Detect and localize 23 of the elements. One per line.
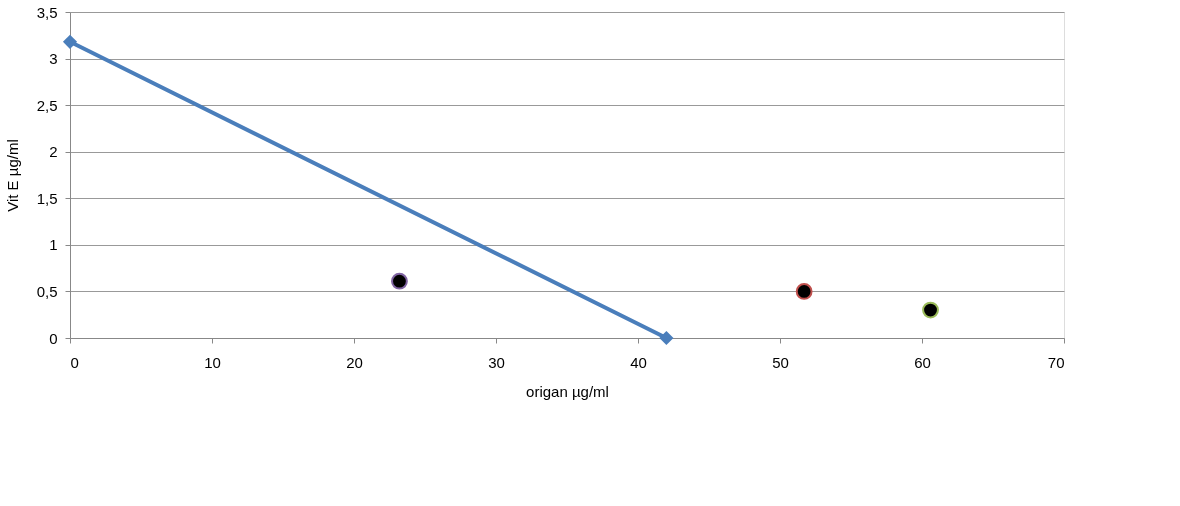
x-tick-label: 70 bbox=[1047, 353, 1065, 371]
y-tick-label: 0,5 bbox=[36, 282, 58, 300]
point bbox=[391, 272, 408, 290]
y-tick-label: 1,5 bbox=[36, 189, 58, 207]
y-tick-label: 3 bbox=[49, 50, 58, 68]
point bbox=[62, 34, 78, 49]
point bbox=[795, 283, 813, 300]
y-tick-label: 2 bbox=[49, 143, 58, 161]
x-tick-label: 30 bbox=[488, 353, 505, 371]
point bbox=[922, 301, 939, 319]
y-tick-label: 2,5 bbox=[36, 96, 58, 114]
point bbox=[659, 330, 674, 346]
x-axis-title: origan µg/ml bbox=[526, 382, 609, 400]
y-axis-title: Vit E µg/ml bbox=[3, 139, 21, 212]
x-tick-label: 10 bbox=[204, 353, 221, 371]
y-tick-label: 1 bbox=[49, 236, 58, 254]
x-tick-label: 20 bbox=[346, 353, 363, 371]
y-tick-label: 3,5 bbox=[36, 3, 58, 21]
x-tick-label: 50 bbox=[772, 353, 789, 371]
x-tick-label: 60 bbox=[914, 353, 931, 371]
x-tick-label: 0 bbox=[70, 353, 79, 371]
x-tick-label: 40 bbox=[630, 353, 647, 371]
y-tick-label: 0 bbox=[49, 329, 58, 347]
